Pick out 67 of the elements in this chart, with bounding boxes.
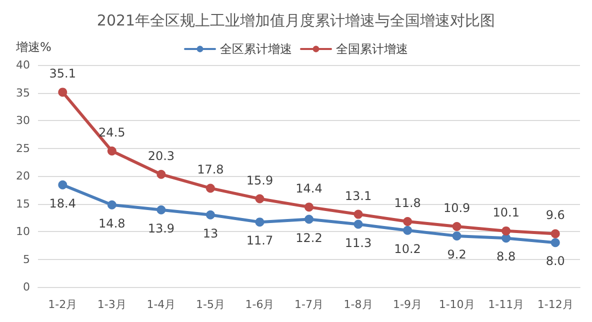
data-label: 13.1 [344, 188, 372, 203]
y-tick-label: 5 [23, 252, 30, 266]
data-label: 11.3 [344, 236, 372, 250]
x-tick-label: 1-7月 [294, 298, 324, 311]
point [58, 180, 68, 190]
data-label: 13 [202, 226, 218, 240]
data-label: 9.2 [447, 247, 466, 262]
y-tick-label: 30 [16, 114, 30, 127]
x-tick-label: 1-12月 [537, 298, 574, 311]
x-tick-label: 1-8月 [344, 298, 373, 311]
x-tick-label: 1-11月 [488, 298, 524, 311]
y-tick-label: 25 [16, 142, 30, 155]
data-label: 10.9 [443, 201, 470, 216]
data-label: 14.4 [296, 182, 322, 196]
legend-label: 全国累计增速 [336, 42, 408, 56]
point [255, 194, 264, 204]
data-label: 10.2 [394, 242, 421, 256]
x-tick-label: 1-6月 [245, 298, 274, 311]
point [354, 210, 363, 219]
point [255, 218, 264, 227]
data-label: 11.8 [394, 196, 421, 210]
y-tick-label: 20 [16, 170, 30, 182]
x-tick-label: 1-3月 [97, 298, 126, 311]
data-label: 12.2 [296, 230, 322, 245]
y-tick-label: 40 [16, 58, 30, 72]
x-tick-label: 1-2月 [48, 298, 78, 311]
y-tick-label: 15 [16, 197, 30, 210]
data-label: 11.7 [246, 234, 274, 248]
data-label: 17.8 [197, 162, 224, 177]
x-tick-label: 1-5月 [196, 298, 225, 311]
point [452, 222, 462, 231]
data-label: 15.9 [246, 173, 274, 188]
point [58, 88, 68, 97]
x-tick-label: 1-9月 [393, 298, 422, 311]
point [206, 184, 215, 193]
data-label: 9.6 [546, 208, 565, 222]
data-label: 20.3 [148, 148, 175, 163]
point [156, 205, 166, 214]
y-tick-label: 35 [16, 86, 30, 100]
y-tick-label: 0 [23, 280, 30, 294]
point [403, 226, 412, 235]
data-label: 35.1 [49, 66, 76, 81]
point [206, 210, 215, 220]
data-label: 24.5 [98, 126, 126, 140]
y-tick-label: 10 [16, 225, 30, 238]
data-label: 8.8 [496, 250, 516, 264]
chart-title: 2021年全区规上工业增加值月度累计增速与全国增速对比图 [96, 12, 496, 30]
point [452, 231, 462, 240]
point [502, 226, 511, 236]
legend-label: 全区累计增速 [220, 42, 292, 56]
x-tick-label: 1-4月 [146, 298, 176, 311]
point [354, 220, 363, 229]
point [550, 229, 560, 238]
data-label: 13.9 [148, 221, 175, 236]
x-tick-label: 1-10月 [438, 298, 475, 311]
y-axis-title: 增速% [15, 40, 52, 54]
point [550, 238, 560, 248]
data-label: 8.0 [546, 254, 565, 268]
point [156, 170, 166, 179]
data-label: 18.4 [49, 196, 76, 210]
point [107, 200, 116, 210]
point [107, 146, 116, 156]
data-label: 14.8 [98, 216, 126, 230]
point [403, 217, 412, 226]
point [304, 202, 314, 212]
point [304, 214, 314, 224]
data-label: 10.1 [492, 205, 520, 220]
